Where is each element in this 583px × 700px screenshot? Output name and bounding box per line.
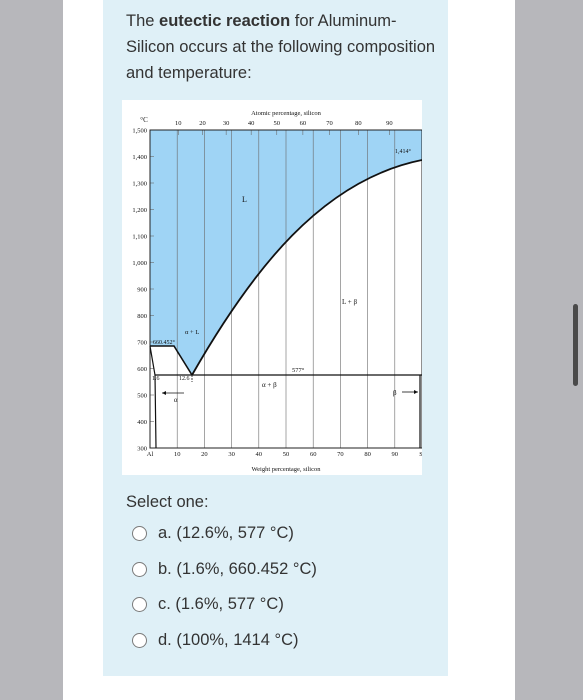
liquidus-curve [191, 159, 422, 376]
scrollbar-thumb[interactable] [573, 304, 578, 386]
top-tick-label: 60 [300, 120, 307, 127]
y-tick-label: 1,400 [132, 154, 147, 161]
bottom-tick-label: 50 [283, 451, 290, 458]
option-b-label: b. (1.6%, 660.452 °C) [158, 559, 317, 578]
y-tick-label: 500 [137, 393, 147, 400]
option-d-label: d. (100%, 1414 °C) [158, 630, 299, 649]
y-tick-label: 1,200 [132, 207, 147, 214]
y-tick-label: 800 [137, 313, 147, 320]
bottom-axis-title: Weight percentage, silicon [252, 466, 322, 473]
beta-label: β [393, 389, 397, 397]
option-a[interactable]: a. (12.6%, 577 °C) [132, 520, 294, 546]
region-L-beta-label: L + β [342, 298, 357, 306]
y-tick-label: 600 [137, 366, 147, 373]
comp-2-label: 12.6 [179, 376, 190, 382]
question-prefix: The [126, 12, 160, 30]
solidus-line [149, 345, 157, 449]
bottom-tick-label: 70 [337, 451, 344, 458]
radio-icon[interactable] [132, 561, 147, 577]
comp-1-label: 1.6 [152, 376, 160, 382]
select-one-label: Select one: [126, 493, 209, 511]
region-alpha-beta-label: α + β [262, 381, 277, 389]
y-tick-label: 300 [137, 446, 147, 453]
eutectic-temp-label: 577° [292, 367, 305, 374]
y-tick-label: 1,000 [132, 260, 147, 267]
radio-icon[interactable] [132, 632, 147, 648]
top-tick-label: 70 [326, 120, 333, 127]
question-text: The eutectic reaction for Aluminum-Silic… [126, 8, 438, 86]
question-bold: eutectic reaction [159, 12, 291, 30]
question-suffix: for Aluminum-Silicon occurs at the follo… [126, 12, 436, 82]
bottom-tick-label: 40 [256, 451, 262, 458]
option-b[interactable]: b. (1.6%, 660.452 °C) [132, 556, 317, 582]
y-tick-label: 900 [137, 287, 147, 294]
y-tick-label: 700 [137, 340, 147, 347]
bottom-tick-label: 30 [228, 451, 235, 458]
y-tick-label: 400 [137, 419, 147, 426]
liquid-region [150, 130, 422, 375]
top-tick-label: 80 [355, 120, 362, 127]
bottom-tick-label: 90 [392, 451, 399, 458]
melting-al-label: 660.452° [153, 339, 176, 346]
top-axis-title: Atomic percentage, silicon [251, 110, 322, 117]
bottom-tick-label: 10 [174, 451, 181, 458]
unit-label: °C [140, 116, 148, 124]
bottom-tick-label: 80 [364, 451, 371, 458]
bottom-tick-label: 60 [310, 451, 317, 458]
y-tick-label: 1,500 [132, 128, 147, 135]
phase-diagram: 1,500 1,400 1,300 1,200 1,100 1,000 900 800 700 6… [122, 100, 422, 475]
alpha-label: α [174, 396, 178, 404]
option-a-label: a. (12.6%, 577 °C) [158, 523, 294, 542]
top-tick-label: 30 [223, 120, 230, 127]
plot-frame [149, 129, 422, 449]
bottom-tick-label: Si [419, 451, 422, 458]
alpha-arrowhead [162, 391, 166, 395]
option-c-label: c. (1.6%, 577 °C) [158, 594, 284, 613]
region-L-label: L [242, 195, 247, 204]
y-tick-label: 1,300 [132, 181, 147, 188]
top-tick-label: 20 [199, 120, 206, 127]
top-tick-label: 50 [274, 120, 281, 127]
bottom-tick-label: 20 [201, 451, 208, 458]
y-tick-label: 1,100 [132, 234, 147, 241]
radio-icon[interactable] [132, 525, 147, 541]
beta-arrowhead [414, 390, 418, 394]
region-alpha-L-label: α + L [185, 329, 199, 336]
top-tick-label: 90 [386, 120, 393, 127]
bottom-tick-label: Al [147, 451, 154, 458]
melting-si-label: 1,414° [395, 148, 412, 155]
top-tick-label: 10 [175, 120, 182, 127]
al-liquidus [150, 345, 193, 376]
option-c[interactable]: c. (1.6%, 577 °C) [132, 591, 284, 617]
option-d[interactable]: d. (100%, 1414 °C) [132, 627, 299, 653]
radio-icon[interactable] [132, 596, 147, 612]
top-tick-label: 40 [248, 120, 255, 127]
